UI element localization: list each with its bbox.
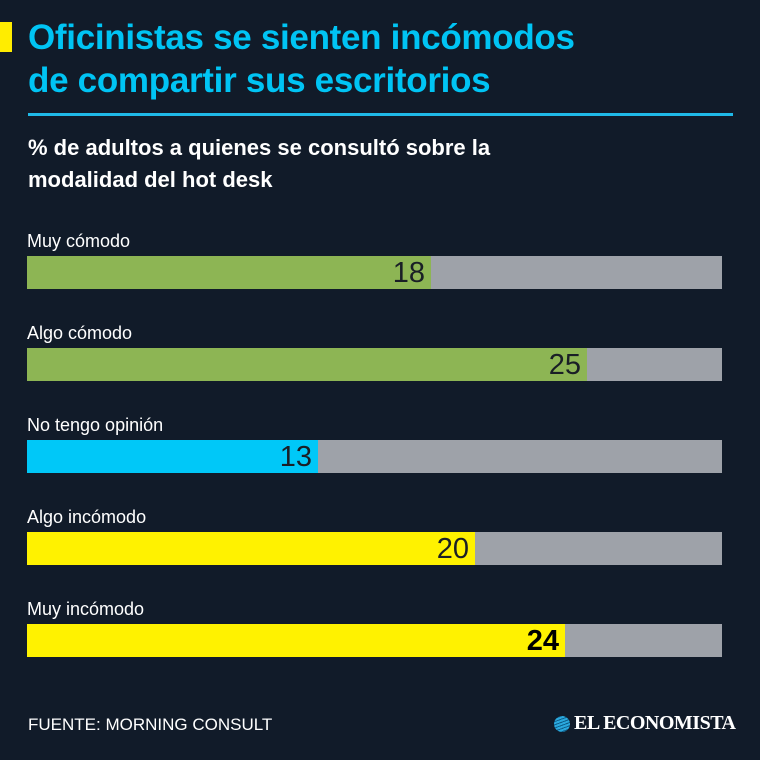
category-label: Algo cómodo [27, 323, 133, 343]
bar [27, 440, 318, 473]
source-note: FUENTE: MORNING CONSULT [28, 715, 273, 734]
title-divider [28, 113, 733, 116]
bar [27, 532, 475, 565]
subtitle-line-1: % de adultos a quienes se consultó sobre… [28, 135, 491, 160]
bar-row: No tengo opinión 13 [27, 414, 722, 473]
bar-track: 13 [27, 440, 722, 473]
bar-row: Muy incómodo 24 [27, 598, 722, 657]
bar [27, 348, 587, 381]
title-accent-marker [0, 22, 12, 52]
title-line-2: de compartir sus escritorios [28, 61, 491, 100]
bar-track: 20 [27, 532, 722, 565]
bar [27, 624, 565, 657]
category-label: Muy incómodo [27, 599, 145, 619]
subtitle-line-2: modalidad del hot desk [28, 167, 273, 192]
logo-text: EL ECONOMISTA [574, 712, 736, 734]
chart-subtitle: % de adultos a quienes se consultó sobre… [28, 132, 728, 196]
title-line-1: Oficinistas se sienten incómodos [28, 18, 575, 57]
value-label: 13 [279, 441, 312, 473]
value-label: 25 [548, 349, 581, 381]
publisher-logo: EL ECONOMISTA [554, 712, 736, 735]
category-label: Algo incómodo [27, 507, 147, 527]
value-label: 20 [436, 533, 469, 565]
bar-row: Muy cómodo 18 [27, 230, 722, 289]
value-label: 24 [526, 625, 559, 657]
chart-title: Oficinistas se sienten incómodos de comp… [28, 16, 738, 102]
bar-track: 24 [27, 624, 722, 657]
bar-row: Algo incómodo 20 [27, 506, 722, 565]
category-label: No tengo opinión [27, 415, 164, 435]
category-label: Muy cómodo [27, 231, 131, 251]
bar-track: 18 [27, 256, 722, 289]
globe-icon [554, 715, 570, 732]
bar-row: Algo cómodo 25 [27, 322, 722, 381]
bar [27, 256, 431, 289]
value-label: 18 [392, 257, 425, 289]
bar-track: 25 [27, 348, 722, 381]
